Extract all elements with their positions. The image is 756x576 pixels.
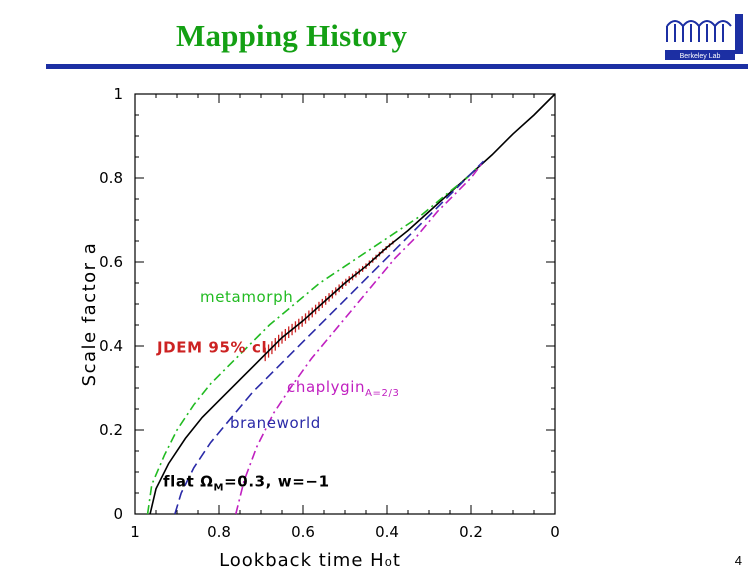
x-tick-label: 0.8 xyxy=(207,523,231,541)
x-tick-label: 0.6 xyxy=(291,523,315,541)
chaplygin-label-main: chaplygin xyxy=(287,378,365,396)
page-number: 4 xyxy=(734,553,742,568)
chaplygin-label-sub: A=2/3 xyxy=(365,388,399,399)
series-line-3 xyxy=(235,160,485,515)
y-axis-label: Scale factor a xyxy=(79,242,100,387)
y-tick-label: 1 xyxy=(113,85,123,103)
x-tick-label: 0.2 xyxy=(459,523,483,541)
scale-factor-chart: 1 0.8 0.6 0.4 0.2 0 0 0.2 0.4 0.6 0.8 1 Lookback tim… xyxy=(79,85,560,570)
x-tick-label: 0.4 xyxy=(375,523,399,541)
y-tick-label: 0.6 xyxy=(99,253,123,271)
slide-title: Mapping History xyxy=(176,18,408,53)
x-axis-label: Lookback time H₀t xyxy=(219,550,401,570)
y-tick-label: 0.4 xyxy=(99,337,123,355)
title-divider xyxy=(46,64,748,69)
logo-text: Berkeley Lab xyxy=(680,53,721,60)
series-line-1 xyxy=(146,164,480,515)
chaplygin-label: chaplyginA=2/3 xyxy=(287,378,399,399)
flat-label-main: flat Ω xyxy=(163,473,214,491)
y-tick-label: 0.8 xyxy=(99,169,123,187)
flat-model-label: flat ΩM=0.3, w=−1 xyxy=(163,473,330,494)
series-line-2 xyxy=(174,160,485,515)
y-tick-label: 0 xyxy=(113,505,123,523)
metamorph-label: metamorph xyxy=(200,288,293,306)
jdem-label: JDEM 95% cl xyxy=(156,338,267,356)
berkeley-lab-logo: Berkeley Lab xyxy=(665,14,743,60)
braneworld-label: braneworld xyxy=(230,414,321,432)
plot-frame xyxy=(134,93,556,515)
flat-label-sub: M xyxy=(214,483,225,494)
x-tick-label: 0 xyxy=(550,523,560,541)
flat-label-tail: =0.3, w=−1 xyxy=(224,473,330,491)
x-tick-label: 1 xyxy=(130,523,140,541)
y-tick-label: 0.2 xyxy=(99,421,123,439)
